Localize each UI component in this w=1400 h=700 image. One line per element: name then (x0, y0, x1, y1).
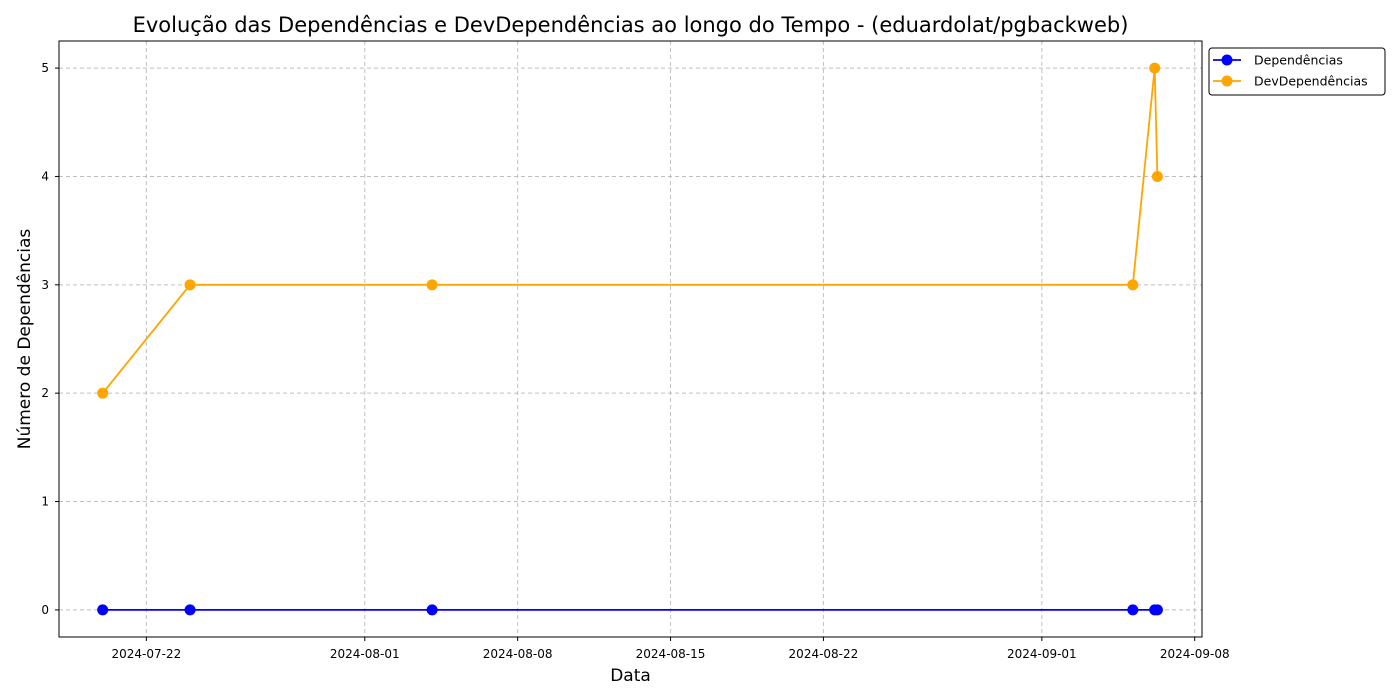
series-layer (97, 62, 1163, 616)
y-axis-ticks: 0 1 2 3 4 5 (41, 61, 59, 617)
x-tick-label: 2024-08-08 (483, 647, 553, 661)
data-point (426, 604, 438, 616)
series-line (101, 68, 1159, 394)
legend-box (1208, 47, 1386, 96)
data-point (1149, 62, 1161, 74)
data-point (184, 604, 196, 616)
legend-label: Dependências (1254, 53, 1343, 68)
x-axis-label: Data (610, 666, 651, 686)
series-2 (97, 62, 1163, 399)
x-axis-ticks: 2024-07-22 2024-08-01 2024-08-08 2024-08-15… (111, 637, 1230, 661)
x-tick-label: 2024-08-22 (789, 647, 859, 661)
x-tick-label: 2024-09-01 (1007, 647, 1077, 661)
data-point (426, 279, 438, 291)
y-tick-label: 2 (41, 386, 49, 400)
legend: Dependências DevDependências (1208, 47, 1386, 96)
grid-layer (59, 41, 1202, 637)
y-tick-label: 0 (41, 603, 49, 617)
data-point (184, 279, 196, 291)
x-tick-label: 2024-07-22 (111, 647, 181, 661)
legend-item: Dependências (1213, 53, 1343, 68)
x-tick-label: 2024-09-08 (1160, 647, 1230, 661)
data-point (97, 387, 109, 399)
legend-marker (1221, 54, 1233, 66)
data-point (97, 604, 109, 616)
legend-items: Dependências DevDependências (1213, 53, 1368, 89)
data-point (1151, 170, 1163, 182)
y-tick-label: 3 (41, 278, 49, 292)
x-tick-label: 2024-08-01 (330, 647, 400, 661)
legend-label: DevDependências (1254, 74, 1368, 89)
series-1 (97, 604, 1163, 616)
y-axis-label: Número de Dependências (15, 229, 35, 450)
legend-marker (1221, 75, 1233, 87)
chart-title: Evolução das Dependências e DevDependênc… (133, 13, 1129, 37)
x-tick-label: 2024-08-15 (636, 647, 706, 661)
y-tick-label: 5 (41, 61, 49, 75)
legend-item: DevDependências (1213, 74, 1368, 89)
y-tick-label: 4 (41, 169, 49, 183)
plot-area-frame (58, 40, 1203, 638)
data-point (1127, 604, 1139, 616)
y-tick-label: 1 (41, 495, 49, 509)
data-point (1151, 604, 1163, 616)
data-point (1127, 279, 1139, 291)
